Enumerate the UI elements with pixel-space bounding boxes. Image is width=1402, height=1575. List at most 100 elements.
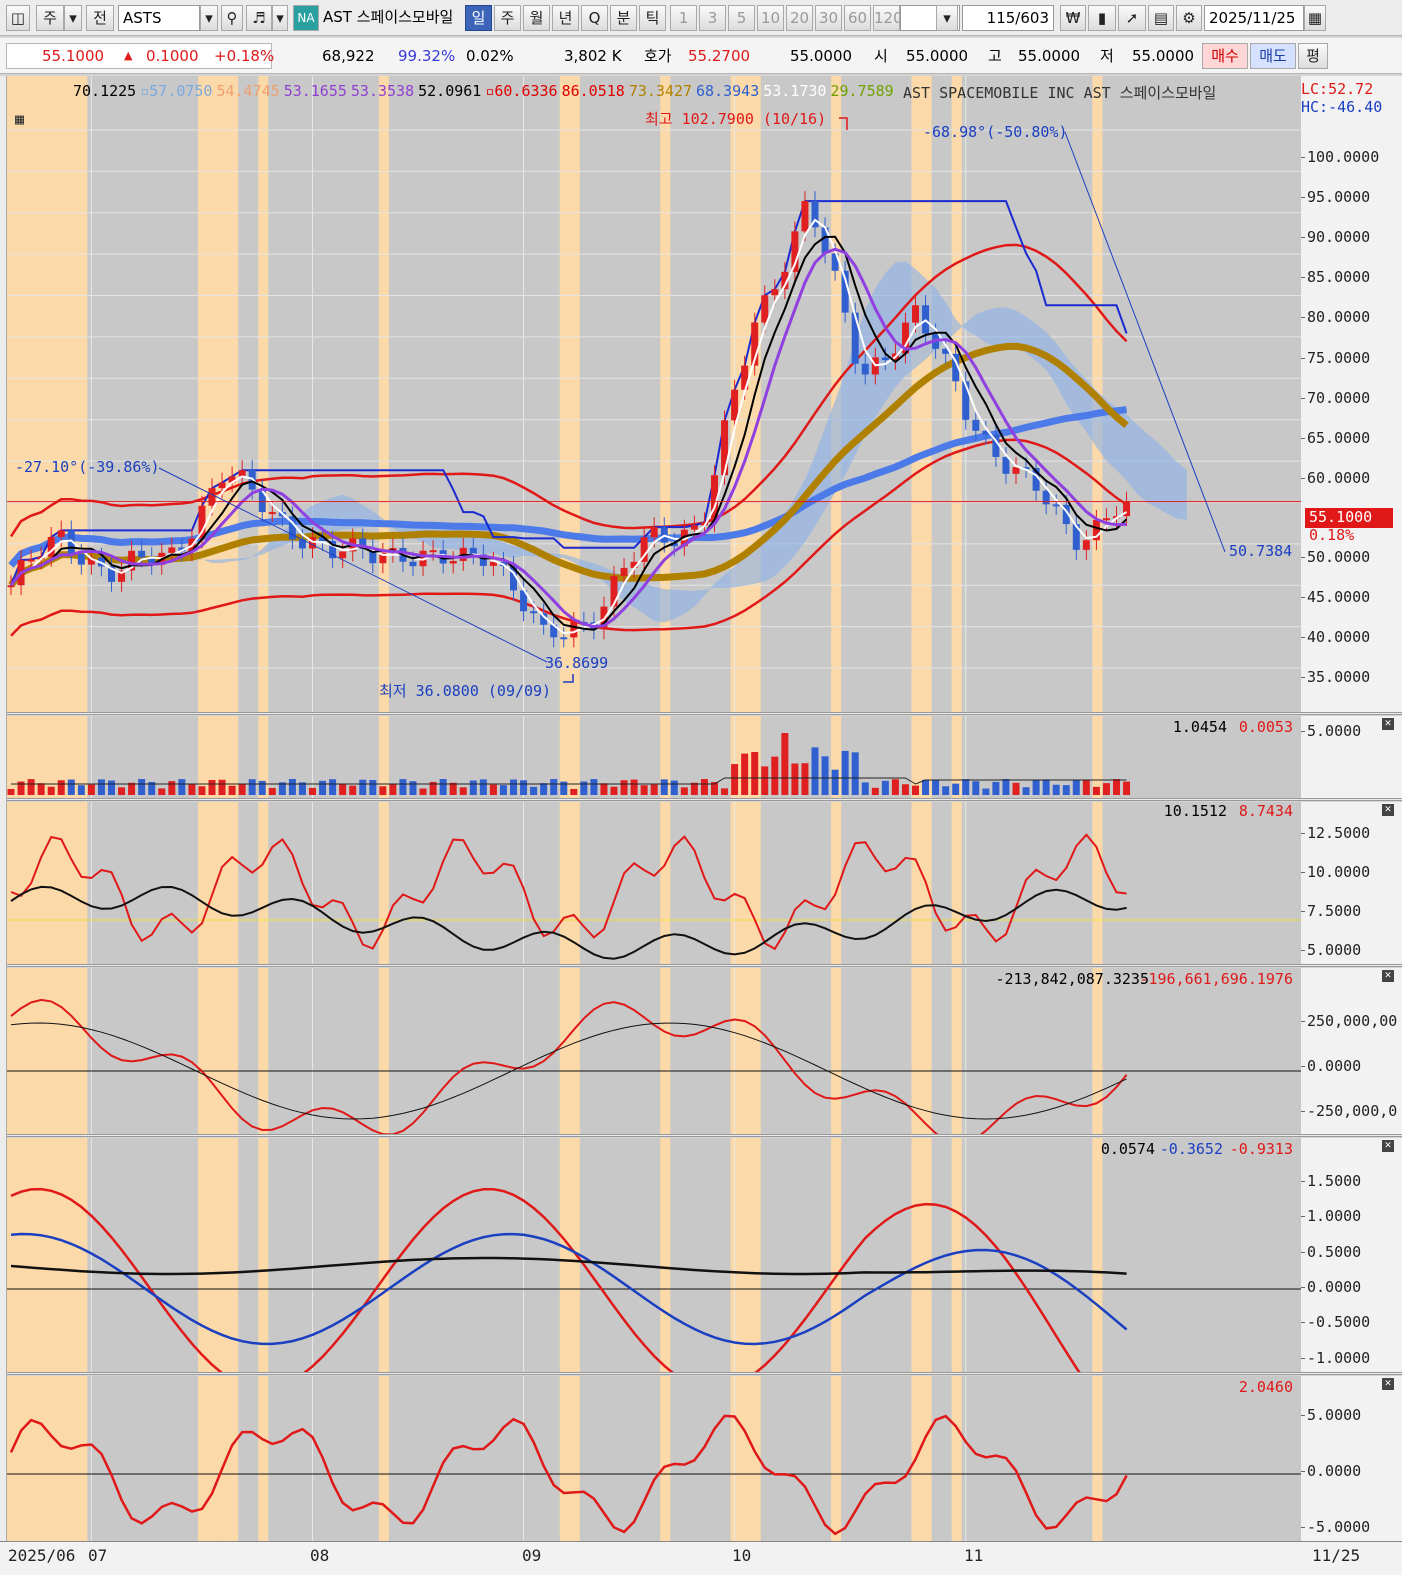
ma-5-line [10,235,1128,631]
eval-button[interactable]: 평 [1298,43,1328,69]
search-icon[interactable]: ⚲ [221,5,243,31]
legend-value-10: 53.1730 [763,82,827,100]
macd-axis[interactable]: ✕ 1.5000 1.0000 0.5000 0.0000 -0.5000 -1.0000 [1301,1138,1402,1372]
panel-separator[interactable] [7,964,1402,967]
interval-button-20[interactable]: 20 [786,5,813,31]
volume-bar [851,752,859,795]
volume-axis[interactable]: ✕ 5.0000 [1301,716,1402,798]
session-band [559,968,580,1134]
volume-bar [87,784,95,795]
volume-bar [731,764,739,795]
panel-separator[interactable] [7,798,1402,801]
chevron-down-icon[interactable]: ▾ [64,5,82,31]
x-tick-label: 10 [732,1546,752,1565]
oscillator2-axis[interactable]: ✕ 250,000,00 0.0000 -250,000,0 [1301,968,1402,1134]
candle-body [1072,524,1080,550]
candle-body [1032,467,1040,491]
volume-bar [409,781,417,795]
session-band [7,968,88,1134]
interval-button-1[interactable]: 1 [670,5,697,31]
candle-body [791,231,799,272]
all-mode-button[interactable]: 전 [86,5,114,31]
period-tab-4[interactable]: Q [581,5,608,31]
market-mode-button[interactable]: 주 [36,5,64,31]
candle-body [339,551,347,559]
range-field[interactable]: 115/603 [962,5,1054,31]
close-icon[interactable]: ✕ [1382,804,1394,816]
close-icon[interactable]: ✕ [1382,718,1394,730]
volume-bar [1042,779,1050,795]
layout-icon[interactable]: ◫ [6,5,30,31]
oscillator1-axis[interactable]: ✕ 12.5000 10.0000 7.5000 5.0000 [1301,802,1402,964]
interval-button-120[interactable]: 120 [873,5,903,31]
currency-icon[interactable]: ₩ [1060,5,1086,31]
session-band [951,76,962,712]
ma-3-line [10,218,1128,635]
interval-button-3[interactable]: 3 [699,5,726,31]
volume-bar [138,779,146,795]
period-tab-1[interactable]: 주 [494,5,521,31]
momentum-axis[interactable]: ✕ 5.0000 0.0000 -5.0000 [1301,1376,1402,1541]
legend-value-0: 70.1225 [73,82,137,100]
candle-body [520,590,528,612]
panel-separator[interactable] [7,1372,1402,1375]
high-marker [839,117,848,130]
sound-icon[interactable]: ♬ [246,5,272,31]
volume-plot [7,716,1301,798]
y-tick-label: 1.0000 [1301,1207,1362,1226]
trendline-icon[interactable]: ➚ [1118,5,1146,31]
period-tab-2[interactable]: 월 [523,5,550,31]
date-input[interactable]: 2025/11/25 [1204,5,1304,31]
session-band [197,1376,219,1541]
candle-body [47,536,55,557]
volume-bar [27,779,35,795]
candle-body [379,552,387,564]
candle-body [801,201,809,232]
grid-toggle-icon[interactable]: ▦ [15,110,25,128]
symbol-dropdown-icon[interactable]: ▾ [200,5,218,31]
period-tab-0[interactable]: 일 [465,5,492,31]
symbol-input[interactable]: ASTS [118,5,200,31]
close-icon[interactable]: ✕ [1382,970,1394,982]
period-tab-6[interactable]: 틱 [639,5,666,31]
session-band [1092,716,1103,798]
session-band [258,716,269,798]
oscillator2-plot [7,968,1301,1134]
price-panel[interactable]: 70.1225 ▫57.0750 54.4745 53.1655 53.3538 52.0… [7,76,1301,712]
period-tab-3[interactable]: 년 [552,5,579,31]
interval-dropdown-icon[interactable]: ▾ [936,5,958,31]
momentum-panel[interactable]: 2.0460 [7,1376,1301,1541]
candle-body [359,538,367,549]
gear-icon[interactable]: ⚙ [1176,5,1202,31]
sound-dropdown-icon[interactable]: ▾ [272,5,288,31]
save-icon[interactable]: ▤ [1148,5,1174,31]
oscillator2-panel[interactable]: -213,842,087.3235 -196,661,696.1976 [7,968,1301,1134]
session-band [911,76,932,712]
candle-icon[interactable]: ▮ [1088,5,1116,31]
oscillator1-panel[interactable]: 10.1512 8.7434 [7,802,1301,964]
macd-panel[interactable]: 0.0574 -0.3652 -0.9313 [7,1138,1301,1372]
volume-bar [942,786,950,795]
volume-bar [499,785,507,795]
candle-body [7,585,15,588]
volume-bar [469,780,477,795]
calendar-icon[interactable]: ▦ [1304,5,1326,31]
interval-button-30[interactable]: 30 [815,5,842,31]
ma-60-line [8,342,1129,588]
price-axis[interactable]: LC:52.72 HC:-46.40 55.1000 0.18% 100.000… [1301,76,1402,712]
buy-button[interactable]: 매수 [1202,43,1248,69]
x-axis[interactable]: 2025/06 07 08 09 10 11 11/25 [0,1541,1402,1575]
candle-body [449,560,457,564]
panel-separator[interactable] [7,1134,1402,1137]
volume-panel[interactable]: 1.0454 0.0053 [7,716,1301,798]
candle-body [138,550,146,558]
interval-button-10[interactable]: 10 [757,5,784,31]
period-tab-5[interactable]: 분 [610,5,637,31]
panel-separator[interactable] [7,712,1402,715]
interval-button-5[interactable]: 5 [728,5,755,31]
interval-button-60[interactable]: 60 [844,5,871,31]
close-icon[interactable]: ✕ [1382,1140,1394,1152]
close-icon[interactable]: ✕ [1382,1378,1394,1390]
sell-button[interactable]: 매도 [1250,43,1296,69]
candle-body [168,547,176,553]
